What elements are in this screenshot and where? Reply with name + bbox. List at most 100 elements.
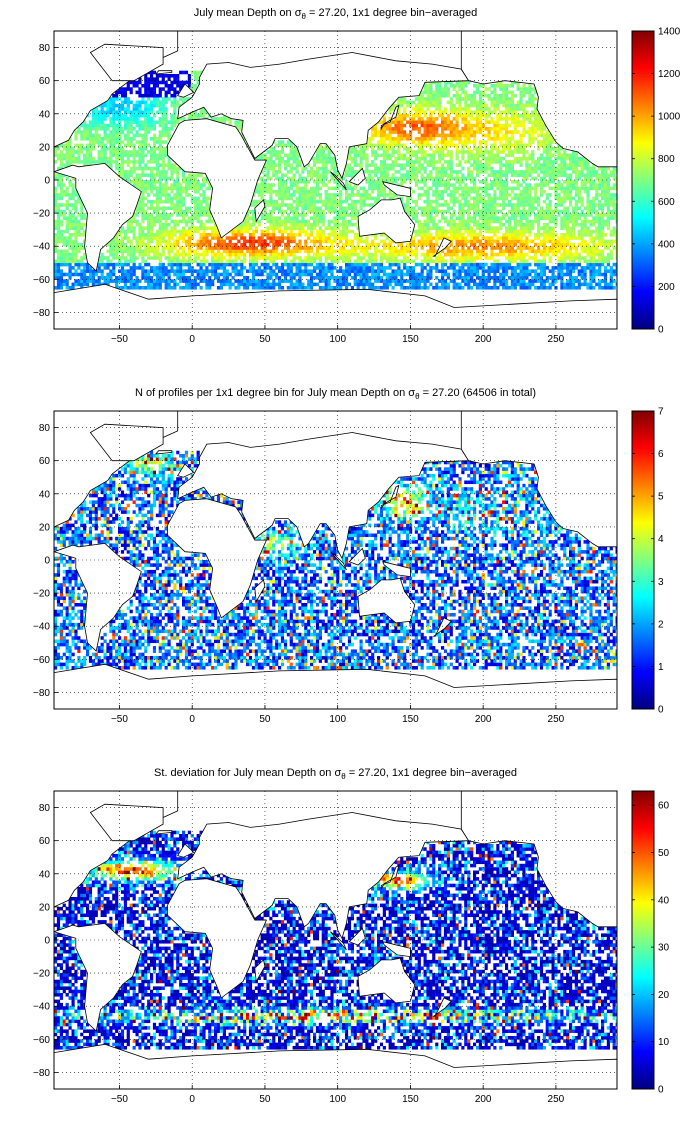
mean-depth-map: −50 0 50 100 150 200 250−80−60−40−200204060800… xyxy=(33,27,681,346)
x-tick-label: 0 xyxy=(189,1094,195,1105)
colorbar-tick-label: 800 xyxy=(658,154,675,165)
colorbar-tick-label: 1000 xyxy=(658,112,681,123)
gridlines xyxy=(54,31,617,329)
colorbar-tick-label: 0 xyxy=(658,705,664,716)
y-tick-label: 40 xyxy=(39,489,51,500)
colorbar-tick-label: 1 xyxy=(658,662,664,673)
colorbar-tick-label: 3 xyxy=(658,577,664,588)
colorbar-tick-label: 10 xyxy=(658,1037,670,1048)
x-tick-label: 200 xyxy=(475,334,492,345)
land-outline xyxy=(254,959,266,983)
colorbar-tick-label: 30 xyxy=(658,943,670,954)
colorbar-tick-label: 1400 xyxy=(658,27,681,38)
x-tick-label: 0 xyxy=(189,714,195,725)
x-tick-label: 50 xyxy=(259,714,271,725)
y-tick-label: −60 xyxy=(33,1035,50,1046)
panel-mean-depth: July mean Depth on σθ = 27.20, 1x1 degre… xyxy=(0,0,696,380)
x-tick-label: 250 xyxy=(548,1094,565,1105)
x-tick-label: 200 xyxy=(475,714,492,725)
y-tick-label: −20 xyxy=(33,589,50,600)
gridlines xyxy=(54,791,617,1089)
colorbar-tick-label: 0 xyxy=(658,325,664,336)
y-tick-label: −20 xyxy=(33,209,50,220)
y-tick-label: 40 xyxy=(39,109,51,120)
coastlines xyxy=(54,31,617,329)
profile-count-map: −50 0 50 100 150 200 250 −80 −60 −40 −20 0 20 40 60 80 0… xyxy=(33,407,664,726)
land-outline xyxy=(460,31,617,168)
x-tick-label: 150 xyxy=(402,1094,419,1105)
colorbar-tick-label: 20 xyxy=(658,990,670,1001)
land-outline xyxy=(380,484,400,511)
land-outline xyxy=(432,617,452,637)
colorbar xyxy=(631,790,655,1090)
y-tick-label: 0 xyxy=(44,556,50,567)
land-outline xyxy=(357,197,416,244)
y-tick-label: −20 xyxy=(33,969,50,980)
land-outline xyxy=(460,411,617,548)
panel-title: N of profiles per 1x1 degree bin for Jul… xyxy=(134,387,537,402)
colorbar-tick-label: 6 xyxy=(658,449,664,460)
panel-std-deviation: St. deviation for July mean Depth on σθ … xyxy=(0,760,696,1140)
panel-title: St. deviation for July mean Depth on σθ … xyxy=(154,767,517,782)
land-outline xyxy=(382,181,411,198)
land-outline xyxy=(460,791,617,928)
land-outline xyxy=(54,283,617,329)
panel-profile-count: N of profiles per 1x1 degree bin for Jul… xyxy=(0,380,696,760)
land-outline xyxy=(167,498,268,619)
land-outline xyxy=(348,547,366,566)
colorbar-tick-label: 400 xyxy=(658,239,675,250)
land-outline xyxy=(167,878,268,999)
colorbar-tick-label: 60 xyxy=(658,801,670,812)
colorbar-tick-label: 0 xyxy=(658,1085,664,1096)
y-tick-label: −40 xyxy=(33,622,50,633)
land-outline xyxy=(254,199,266,223)
land-outline xyxy=(357,957,416,1004)
x-tick-label: 50 xyxy=(259,1094,271,1105)
colorbar-tick-label: 5 xyxy=(658,492,664,503)
colorbar-tick-label: 2 xyxy=(658,619,664,630)
colorbar-tick-label: 7 xyxy=(658,407,664,418)
x-tick-label: 200 xyxy=(475,1094,492,1105)
land-outline xyxy=(177,463,195,478)
land-outline xyxy=(432,997,452,1017)
land-outline xyxy=(154,450,173,455)
y-tick-label: 60 xyxy=(39,456,51,467)
x-tick-label: 250 xyxy=(548,334,565,345)
y-tick-label: 20 xyxy=(39,522,51,533)
y-tick-label: 20 xyxy=(39,142,51,153)
land-outline xyxy=(54,922,142,1032)
land-outline xyxy=(54,162,142,272)
x-tick-label: 0 xyxy=(189,334,195,345)
land-outline xyxy=(357,577,416,624)
land-outline xyxy=(432,237,452,257)
y-tick-label: 20 xyxy=(39,902,51,913)
land-outline xyxy=(348,927,366,946)
land-outline xyxy=(54,542,142,652)
land-outline xyxy=(330,551,347,571)
y-tick-label: −80 xyxy=(33,1068,50,1079)
colorbar xyxy=(631,30,655,330)
y-tick-label: −40 xyxy=(33,242,50,253)
y-tick-label: 60 xyxy=(39,76,51,87)
x-tick-label: 100 xyxy=(329,334,346,345)
land-outline xyxy=(167,118,268,239)
land-outline xyxy=(177,83,195,98)
land-outline xyxy=(154,70,173,75)
y-tick-label: 80 xyxy=(39,43,51,54)
land-outline xyxy=(254,579,266,603)
colorbar-tick-label: 200 xyxy=(658,282,675,293)
x-tick-label: 100 xyxy=(329,1094,346,1105)
x-tick-label: 100 xyxy=(329,714,346,725)
y-tick-label: 0 xyxy=(44,936,50,947)
heatmap-cells xyxy=(54,70,617,290)
x-tick-label: −50 xyxy=(111,1094,128,1105)
y-tick-label: −80 xyxy=(33,308,50,319)
heatmap-cells xyxy=(54,830,617,1050)
panel-title: July mean Depth on σθ = 27.20, 1x1 degre… xyxy=(193,7,478,22)
land-outline xyxy=(382,561,411,578)
x-tick-label: −50 xyxy=(111,334,128,345)
land-outline xyxy=(54,663,617,709)
y-tick-label: 0 xyxy=(44,176,50,187)
land-outline xyxy=(154,830,173,835)
colorbar xyxy=(631,410,655,710)
